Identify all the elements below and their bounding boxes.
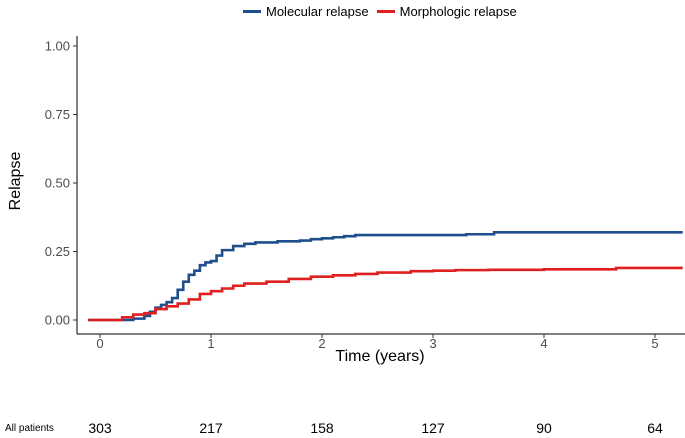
y-tick-label: 0.25 [45,244,70,259]
x-tick-label: 4 [540,336,547,351]
legend-label-molecular: Molecular relapse [266,4,369,19]
y-tick-label: 1.00 [45,39,70,54]
legend-item-morphologic: Morphologic relapse [376,4,517,19]
x-tick-label: 5 [651,336,658,351]
risk-count: 64 [647,420,663,436]
x-tick-label: 1 [207,336,214,351]
x-axis-title: Time (years) [335,348,425,365]
legend-swatch-morphologic [376,10,395,13]
risk-count: 158 [310,420,334,436]
legend-label-morphologic: Morphologic relapse [399,4,517,19]
series-line-morphologic [88,266,683,322]
risk-table-label: All patients [5,423,54,434]
x-tick-label: 3 [429,336,436,351]
x-tick-label: 0 [96,336,103,351]
risk-count: 217 [199,420,223,436]
y-axis-title: Relapse [7,151,24,211]
axes: 0.00 0.25 0.50 0.75 1.00 0 1 2 3 4 5 [45,36,685,351]
risk-count: 90 [536,420,552,436]
risk-count: 127 [421,420,445,436]
legend-swatch-molecular [243,10,261,13]
series-group [88,231,683,322]
risk-count: 303 [88,420,112,436]
y-tick-label: 0.75 [45,107,70,122]
y-tick-label: 0.00 [45,313,70,328]
legend: Molecular relapse Morphologic relapse [243,4,525,19]
legend-item-molecular: Molecular relapse [243,4,369,19]
x-tick-label: 2 [318,336,325,351]
y-tick-label: 0.50 [45,176,70,191]
